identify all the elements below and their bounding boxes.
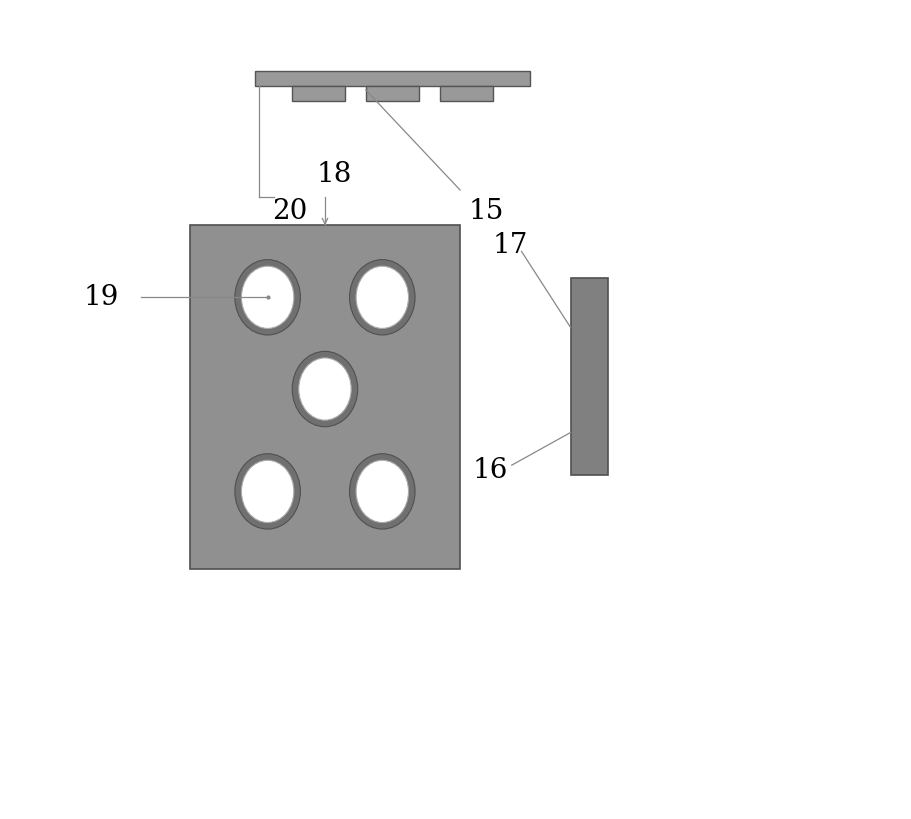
- Bar: [189, 225, 459, 569]
- Bar: [570, 278, 607, 475]
- Text: 20: 20: [271, 198, 307, 225]
- Bar: [365, 86, 419, 101]
- Text: 16: 16: [472, 458, 507, 484]
- Bar: [439, 86, 492, 101]
- Text: 19: 19: [83, 284, 118, 310]
- Text: 15: 15: [467, 198, 503, 225]
- Ellipse shape: [355, 266, 408, 328]
- Ellipse shape: [349, 260, 415, 335]
- Ellipse shape: [241, 460, 293, 523]
- Text: 18: 18: [316, 161, 352, 188]
- Bar: [292, 86, 345, 101]
- Ellipse shape: [292, 351, 357, 427]
- Ellipse shape: [355, 460, 408, 523]
- Bar: [255, 71, 529, 86]
- Ellipse shape: [241, 266, 293, 328]
- Ellipse shape: [235, 454, 300, 529]
- Ellipse shape: [299, 358, 351, 420]
- Text: 17: 17: [492, 233, 527, 259]
- Ellipse shape: [349, 454, 415, 529]
- Ellipse shape: [235, 260, 300, 335]
